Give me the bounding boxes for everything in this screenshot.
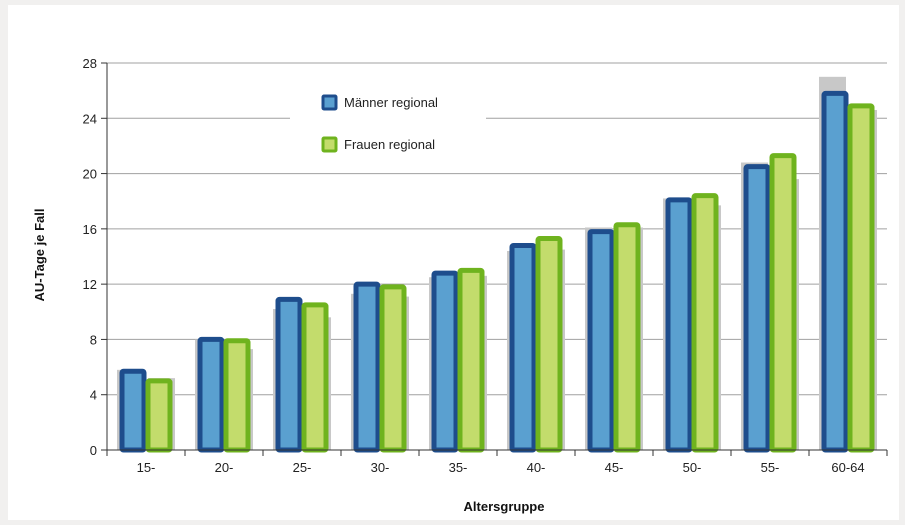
bar-maenner [353, 281, 381, 453]
x-tick-label: 55- [761, 460, 780, 475]
legend-label: Frauen regional [344, 137, 435, 152]
legend-label: Männer regional [344, 95, 438, 110]
bar-maenner [665, 197, 693, 453]
y-axis-title: AU-Tage je Fall [32, 209, 47, 302]
y-tick-label: 16 [83, 222, 97, 237]
bar-maenner [509, 242, 537, 453]
bar-frauen [301, 302, 329, 453]
x-tick-label: 35- [449, 460, 468, 475]
bar-frauen [613, 222, 641, 453]
bar-maenner [587, 229, 615, 453]
x-tick-label: 25- [293, 460, 312, 475]
bar-maenner [275, 296, 303, 453]
bar-frauen [847, 103, 875, 453]
bar-frauen [535, 236, 563, 453]
bar-frauen [691, 193, 719, 453]
bar-maenner [119, 368, 147, 453]
legend-swatch [321, 136, 338, 153]
legend-box [290, 80, 486, 166]
x-tick-label: 20- [215, 460, 234, 475]
bar-maenner [197, 336, 225, 453]
bar-frauen [457, 267, 485, 453]
y-tick-label: 12 [83, 277, 97, 292]
y-tick-label: 8 [90, 332, 97, 347]
x-axis-title: Altersgruppe [464, 499, 545, 514]
x-tick-label: 15- [137, 460, 156, 475]
y-tick-label: 28 [83, 56, 97, 71]
bar-frauen [145, 378, 173, 453]
bar-frauen [769, 153, 797, 453]
series-bars [119, 90, 875, 453]
bar-maenner [743, 164, 771, 453]
x-tick-label: 50- [683, 460, 702, 475]
legend-swatch [321, 94, 338, 111]
x-tick-label: 40- [527, 460, 546, 475]
axes: 0 4 8 12 16 20 24 28 15- 20- 25- 30- 35- 40- 45- 50- 55-… [83, 56, 888, 475]
bar-maenner [431, 270, 459, 453]
legend: Männer regional Frauen regional [290, 80, 486, 166]
y-tick-label: 24 [83, 111, 97, 126]
y-tick-label: 4 [90, 388, 97, 403]
y-tick-label: 20 [83, 167, 97, 182]
bar-maenner [821, 90, 849, 453]
y-tick-label: 0 [90, 443, 97, 458]
x-tick-label: 30- [371, 460, 390, 475]
x-tick-label: 45- [605, 460, 624, 475]
bar-frauen [223, 338, 251, 453]
x-tick-label: 60-64 [831, 460, 864, 475]
bar-frauen [379, 284, 407, 453]
